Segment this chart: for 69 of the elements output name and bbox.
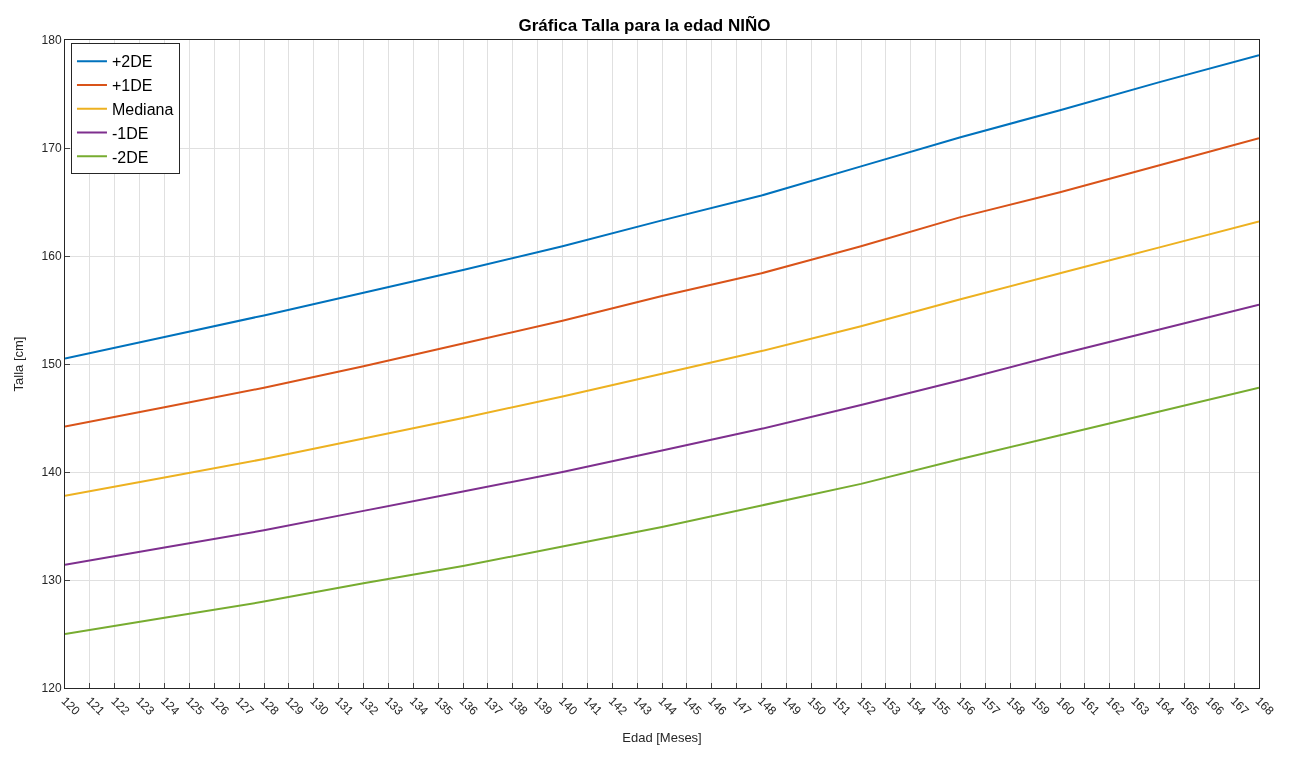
- y-tick-label: 120: [41, 681, 62, 696]
- x-tick-label: 120: [58, 693, 83, 719]
- x-tick-label: 135: [431, 693, 457, 719]
- x-tick-label: 126: [207, 693, 233, 719]
- y-tick-label: 160: [41, 249, 62, 264]
- x-tick-label: 127: [232, 693, 258, 719]
- x-tick-label: 123: [133, 693, 158, 719]
- x-tick-label: 125: [183, 693, 208, 719]
- x-tick-label: 153: [879, 693, 904, 719]
- x-tick-label: 163: [1128, 693, 1153, 719]
- legend-label: -1DE: [111, 124, 149, 142]
- y-tick-label: 150: [41, 357, 62, 372]
- x-tick-label: 162: [1103, 693, 1128, 719]
- x-tick-label: 122: [108, 693, 133, 719]
- x-axis-title: Edad [Meses]: [622, 729, 702, 745]
- x-tick-label: 147: [730, 693, 755, 719]
- legend-label: +1DE: [111, 77, 153, 95]
- x-tick-label: 121: [83, 693, 108, 719]
- x-tick-label: 165: [1178, 693, 1203, 719]
- x-tick-label: 138: [506, 693, 531, 719]
- x-tick-label: 156: [954, 693, 979, 719]
- x-tick-label: 134: [406, 693, 432, 719]
- line-series: [65, 303, 1259, 566]
- y-tick-label: 180: [41, 33, 62, 48]
- x-tick-label: 161: [1078, 693, 1103, 719]
- y-tick-label: 130: [41, 573, 62, 588]
- x-tick-label: 166: [1202, 693, 1228, 719]
- legend-label: Mediana: [111, 100, 174, 118]
- x-tick-label: 140: [556, 693, 581, 719]
- x-tick-label: 128: [257, 693, 282, 719]
- x-tick-label: 136: [456, 693, 481, 719]
- x-tick-label: 148: [755, 693, 780, 719]
- x-tick-label: 167: [1227, 693, 1253, 719]
- x-tick-label: 143: [630, 693, 656, 719]
- x-tick-label: 129: [282, 693, 307, 719]
- x-tick-label: 158: [1003, 693, 1029, 719]
- y-axis-title: Talla [cm]: [10, 336, 26, 392]
- x-tick-label: 137: [481, 693, 506, 719]
- line-series: [65, 137, 1259, 428]
- x-tick-label: 142: [605, 693, 631, 719]
- x-tick-label: 144: [655, 693, 680, 719]
- x-tick-label: 154: [904, 693, 929, 719]
- x-tick-label: 160: [1053, 693, 1078, 719]
- x-tick-label: 131: [332, 693, 357, 719]
- x-tick-label: 146: [705, 693, 730, 719]
- x-tick-label: 145: [680, 693, 705, 719]
- legend-label: +2DE: [111, 53, 153, 71]
- y-tick-label: 140: [41, 465, 62, 480]
- x-tick-label: 152: [854, 693, 879, 719]
- x-tick-label: 132: [357, 693, 382, 719]
- x-tick-label: 133: [382, 693, 407, 719]
- x-tick-label: 168: [1252, 693, 1277, 719]
- x-tick-label: 124: [158, 693, 183, 719]
- x-tick-label: 155: [929, 693, 954, 719]
- x-tick-label: 130: [307, 693, 332, 719]
- x-tick-label: 149: [780, 693, 805, 719]
- chart-title: Gráfica Talla para la edad NIÑO: [518, 15, 771, 36]
- x-tick-label: 151: [829, 693, 855, 719]
- x-tick-label: 164: [1153, 693, 1178, 719]
- x-tick-label: 141: [581, 693, 606, 719]
- x-tick-label: 159: [1028, 693, 1054, 719]
- line-series: [65, 220, 1259, 497]
- line-series: [65, 386, 1259, 635]
- y-tick-label: 170: [41, 141, 62, 156]
- legend-label: -2DE: [111, 148, 149, 166]
- x-tick-label: 150: [804, 693, 830, 719]
- x-tick-label: 139: [531, 693, 556, 719]
- x-tick-label: 157: [979, 693, 1004, 719]
- line-series: [65, 54, 1259, 360]
